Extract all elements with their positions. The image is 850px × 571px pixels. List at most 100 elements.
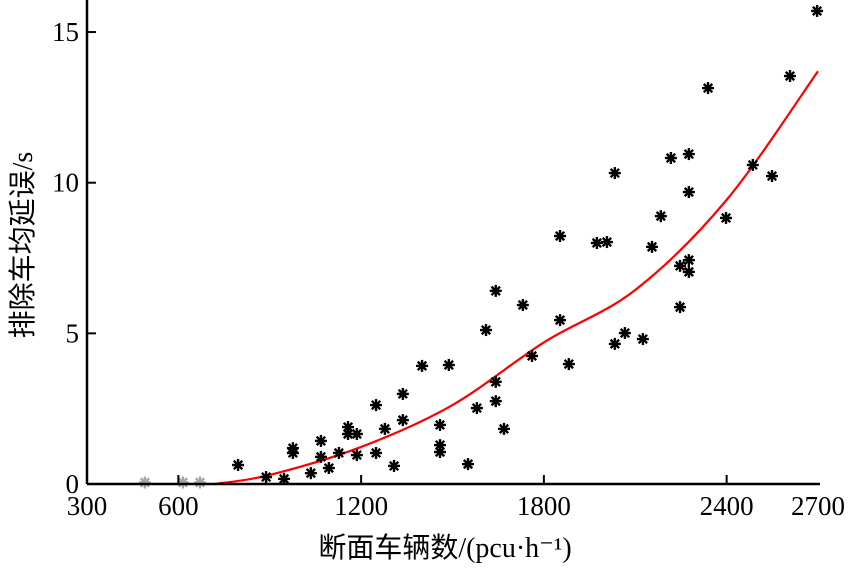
asterisk-stroke [351,428,362,440]
data-point [194,476,207,489]
data-point [314,450,327,463]
asterisk-stroke [517,299,528,311]
fit-curve [214,70,819,486]
data-point [350,427,363,440]
data-point [378,422,391,435]
data-point [497,422,510,435]
asterisk-stroke [609,338,620,349]
asterisk-stroke [287,447,298,459]
data-point [322,462,335,475]
data-point [489,284,502,297]
asterisk-stroke [665,152,676,164]
asterisk-stroke [720,212,732,224]
y-tick-label: 0 [66,469,80,499]
data-point [646,240,659,253]
y-tick-label: 10 [52,168,79,198]
data-point [811,4,824,17]
data-point [525,349,538,362]
asterisk-stroke [315,435,327,447]
asterisk-stroke [333,447,344,459]
asterisk-stroke [397,388,408,400]
data-point [442,358,455,371]
asterisk-stroke [388,460,400,472]
asterisk-stroke [434,446,446,458]
asterisk-stroke [674,260,686,271]
data-point [682,186,695,199]
y-tick-label: 15 [52,17,79,47]
data-point [746,158,759,171]
data-point [396,387,409,400]
data-point [783,70,796,83]
asterisk-stroke [462,459,474,470]
data-point [260,471,273,484]
data-point [664,151,677,164]
asterisk-stroke [232,459,244,471]
asterisk-stroke [563,358,574,370]
data-point [138,476,151,489]
x-tick-label: 2700 [791,491,845,521]
asterisk-stroke [434,419,446,431]
data-point [286,446,299,459]
data-point [489,375,502,388]
asterisk-stroke [194,477,206,488]
plot-area [138,4,824,489]
asterisk-stroke [490,285,501,296]
data-point [600,236,613,249]
data-point [489,395,502,408]
asterisk-stroke [811,5,823,17]
data-point [720,211,733,224]
y-tick-label: 5 [66,318,80,348]
data-point [388,459,401,472]
asterisk-stroke [139,477,150,488]
data-point [608,337,621,350]
asterisk-stroke [646,241,658,252]
x-tick-label: 1800 [517,491,571,521]
data-point [554,314,567,327]
data-point [516,299,529,312]
asterisk-stroke [471,402,482,414]
asterisk-stroke [305,468,316,479]
asterisk-stroke [177,477,189,488]
data-point [554,230,567,243]
data-point [416,359,429,372]
asterisk-stroke [784,70,796,82]
data-point [702,82,715,95]
asterisk-stroke [498,423,510,434]
data-point [590,236,603,249]
data-point [434,446,447,459]
asterisk-stroke [315,451,327,462]
data-point [396,414,409,427]
asterisk-stroke [480,324,492,336]
data-point [350,449,363,462]
x-axis-label: 断面车辆数/(pcu·h⁻¹) [318,532,571,564]
data-point [470,402,483,415]
asterisk-stroke [526,350,538,362]
x-tick-label: 300 [67,491,108,521]
x-tick-label: 600 [158,491,199,521]
asterisk-stroke [702,83,714,94]
data-point [232,459,245,472]
asterisk-stroke [609,167,620,179]
asterisk-stroke [323,462,334,474]
asterisk-stroke [655,211,666,222]
asterisk-stroke [416,360,428,371]
asterisk-stroke [379,423,390,434]
data-point [562,358,575,371]
asterisk-stroke [683,255,694,266]
data-point [314,434,327,447]
asterisk-stroke [490,396,501,407]
asterisk-stroke [683,266,694,277]
asterisk-stroke [619,327,630,339]
asterisk-stroke [747,159,758,171]
data-point [332,446,345,459]
data-point [674,259,687,272]
data-point [618,327,631,340]
data-point [370,399,383,412]
data-point [370,446,383,459]
data-point [462,458,475,471]
data-point [682,254,695,267]
y-axis-label: 排除车均延误/s [7,152,39,339]
data-point [682,265,695,278]
asterisk-stroke [278,473,290,484]
